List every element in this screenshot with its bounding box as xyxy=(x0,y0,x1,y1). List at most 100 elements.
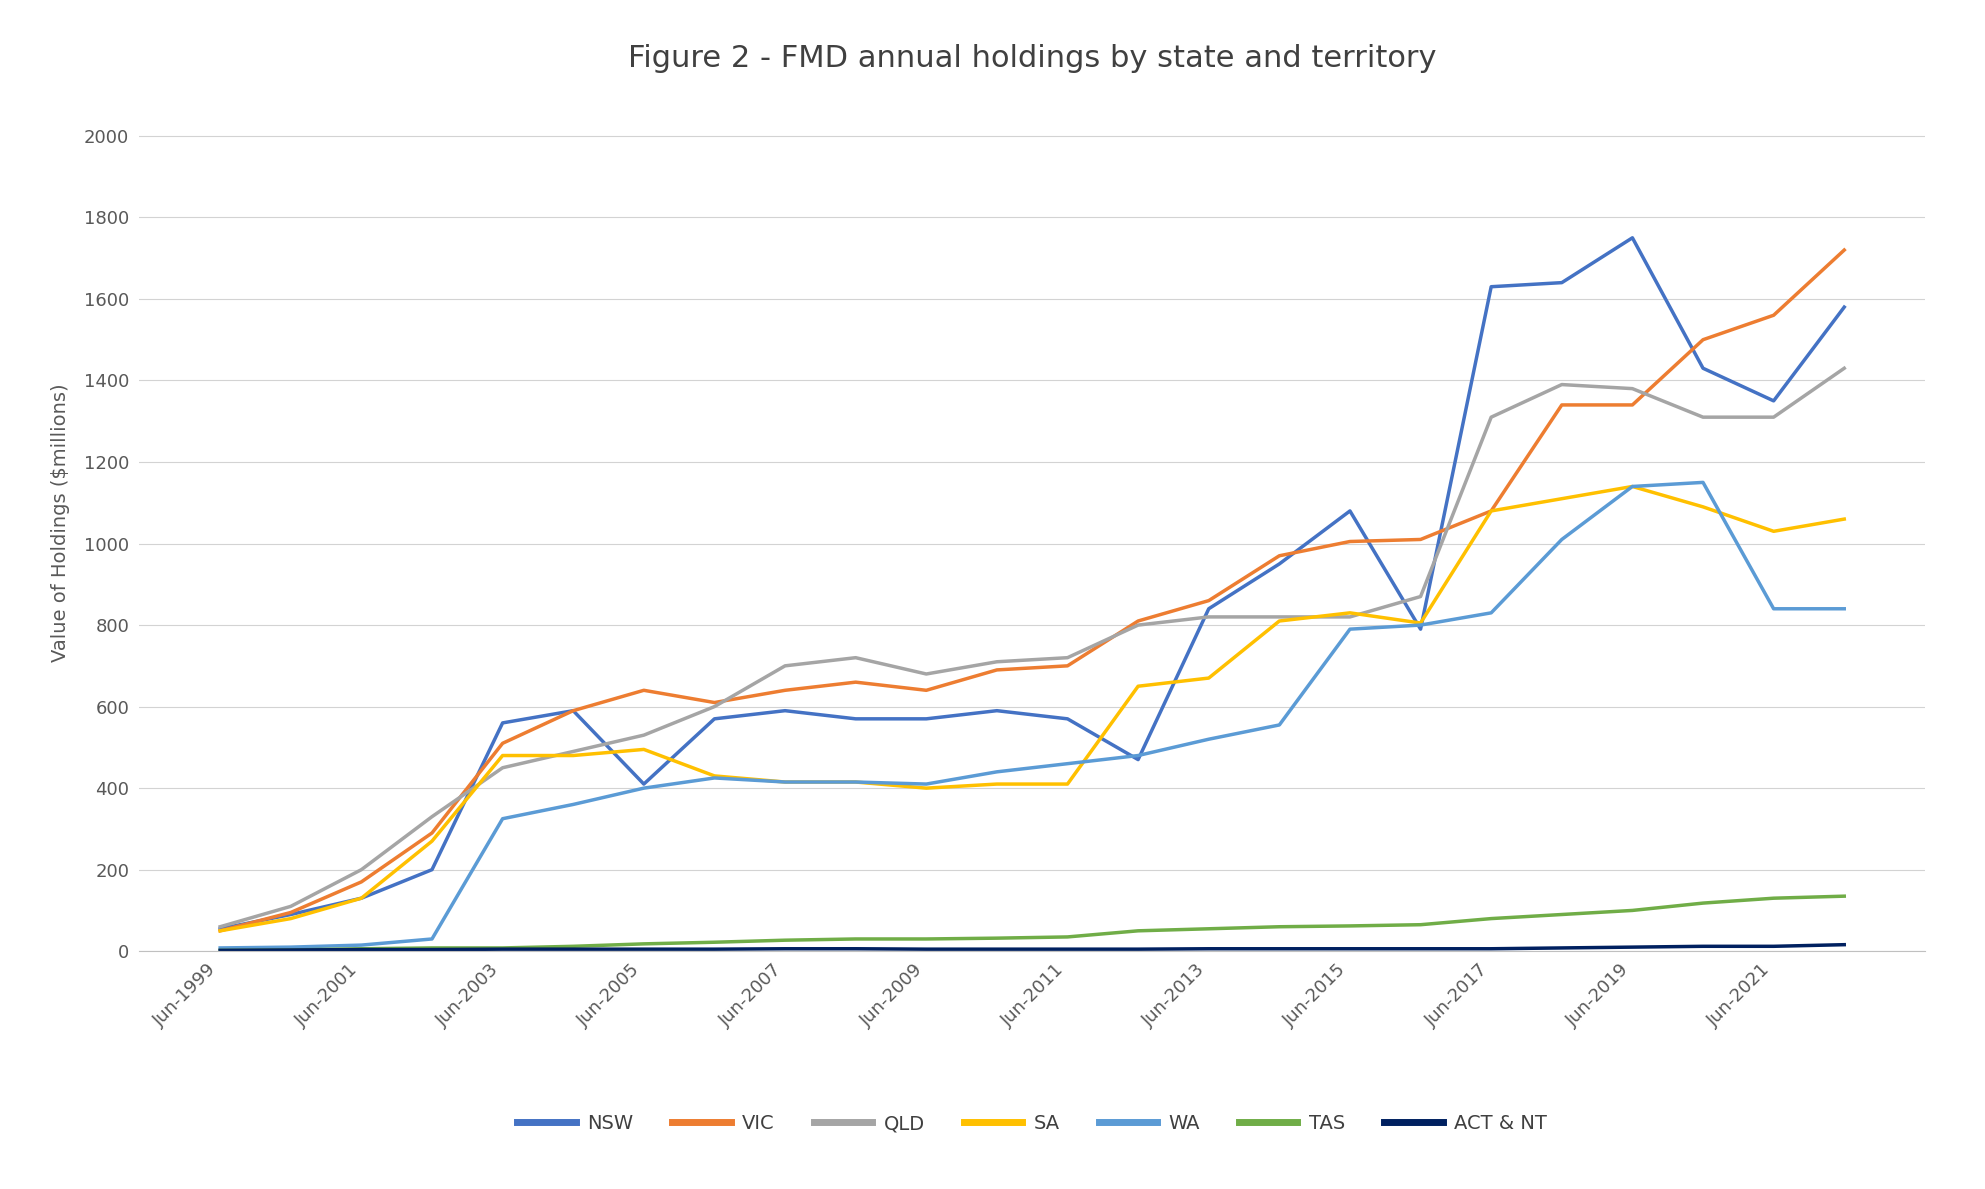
NSW xyxy=(1056,712,1080,726)
TAS xyxy=(1550,907,1574,921)
VIC xyxy=(844,675,867,690)
NSW xyxy=(844,712,867,726)
TAS xyxy=(772,933,796,948)
QLD xyxy=(349,862,373,876)
WA xyxy=(1479,605,1503,619)
Y-axis label: Value of Holdings ($millions): Value of Holdings ($millions) xyxy=(52,384,69,662)
NSW xyxy=(208,921,232,936)
NSW xyxy=(631,776,655,791)
TAS xyxy=(985,931,1008,945)
ACT & NT xyxy=(349,943,373,957)
SA xyxy=(349,891,373,905)
NSW xyxy=(490,716,514,730)
SA xyxy=(1125,679,1149,693)
QLD xyxy=(1763,410,1786,424)
VIC xyxy=(1125,614,1149,628)
WA xyxy=(490,812,514,826)
SA xyxy=(844,775,867,789)
ACT & NT xyxy=(1550,940,1574,955)
SA xyxy=(1691,499,1715,514)
TAS xyxy=(1268,919,1292,933)
NSW xyxy=(915,712,939,726)
TAS xyxy=(1620,904,1644,918)
Line: TAS: TAS xyxy=(220,897,1844,950)
WA xyxy=(1763,602,1786,616)
WA xyxy=(1550,533,1574,547)
ACT & NT xyxy=(915,942,939,956)
ACT & NT xyxy=(278,943,302,957)
QLD xyxy=(1338,610,1362,624)
VIC xyxy=(1409,533,1433,547)
NSW xyxy=(1409,622,1433,636)
NSW xyxy=(421,862,445,876)
WA xyxy=(1691,476,1715,490)
TAS xyxy=(915,932,939,946)
WA xyxy=(208,940,232,955)
NSW xyxy=(703,712,727,726)
SA xyxy=(1832,512,1856,527)
SA xyxy=(278,912,302,926)
ACT & NT xyxy=(490,942,514,956)
QLD xyxy=(562,744,586,759)
VIC xyxy=(703,696,727,710)
WA xyxy=(1409,618,1433,633)
ACT & NT xyxy=(1197,942,1221,956)
TAS xyxy=(562,939,586,954)
TAS xyxy=(1125,924,1149,938)
SA xyxy=(985,776,1008,791)
VIC xyxy=(1268,548,1292,562)
TAS xyxy=(703,935,727,949)
TAS xyxy=(421,940,445,955)
VIC xyxy=(1763,308,1786,322)
NSW xyxy=(1338,504,1362,518)
QLD xyxy=(1056,650,1080,665)
VIC xyxy=(421,826,445,841)
VIC xyxy=(1056,659,1080,673)
NSW xyxy=(1620,231,1644,245)
TAS xyxy=(631,937,655,951)
WA xyxy=(915,776,939,791)
SA xyxy=(1550,491,1574,505)
QLD xyxy=(1620,382,1644,396)
ACT & NT xyxy=(1479,942,1503,956)
WA xyxy=(1832,602,1856,616)
TAS xyxy=(1338,919,1362,933)
ACT & NT xyxy=(1620,940,1644,955)
ACT & NT xyxy=(772,942,796,956)
WA xyxy=(844,775,867,789)
Legend: NSW, VIC, QLD, SA, WA, TAS, ACT & NT: NSW, VIC, QLD, SA, WA, TAS, ACT & NT xyxy=(510,1107,1554,1141)
NSW xyxy=(278,907,302,921)
QLD xyxy=(631,728,655,742)
TAS xyxy=(349,942,373,956)
VIC xyxy=(490,736,514,750)
VIC xyxy=(915,684,939,698)
QLD xyxy=(1125,618,1149,633)
ACT & NT xyxy=(1832,938,1856,952)
NSW xyxy=(562,704,586,718)
WA xyxy=(421,932,445,946)
VIC xyxy=(1479,504,1503,518)
TAS xyxy=(1056,930,1080,944)
NSW xyxy=(772,704,796,718)
VIC xyxy=(278,905,302,919)
WA xyxy=(1338,622,1362,636)
NSW xyxy=(1268,556,1292,571)
TAS xyxy=(1479,912,1503,926)
Line: VIC: VIC xyxy=(220,250,1844,931)
ACT & NT xyxy=(1268,942,1292,956)
NSW xyxy=(1479,279,1503,294)
Title: Figure 2 - FMD annual holdings by state and territory: Figure 2 - FMD annual holdings by state … xyxy=(627,44,1437,74)
Line: NSW: NSW xyxy=(220,238,1844,929)
ACT & NT xyxy=(844,942,867,956)
WA xyxy=(278,940,302,955)
QLD xyxy=(985,655,1008,669)
VIC xyxy=(562,704,586,718)
TAS xyxy=(1197,921,1221,936)
VIC xyxy=(1832,243,1856,257)
QLD xyxy=(1479,410,1503,424)
SA xyxy=(1056,776,1080,791)
VIC xyxy=(1620,398,1644,413)
TAS xyxy=(844,932,867,946)
SA xyxy=(562,748,586,762)
ACT & NT xyxy=(631,942,655,956)
